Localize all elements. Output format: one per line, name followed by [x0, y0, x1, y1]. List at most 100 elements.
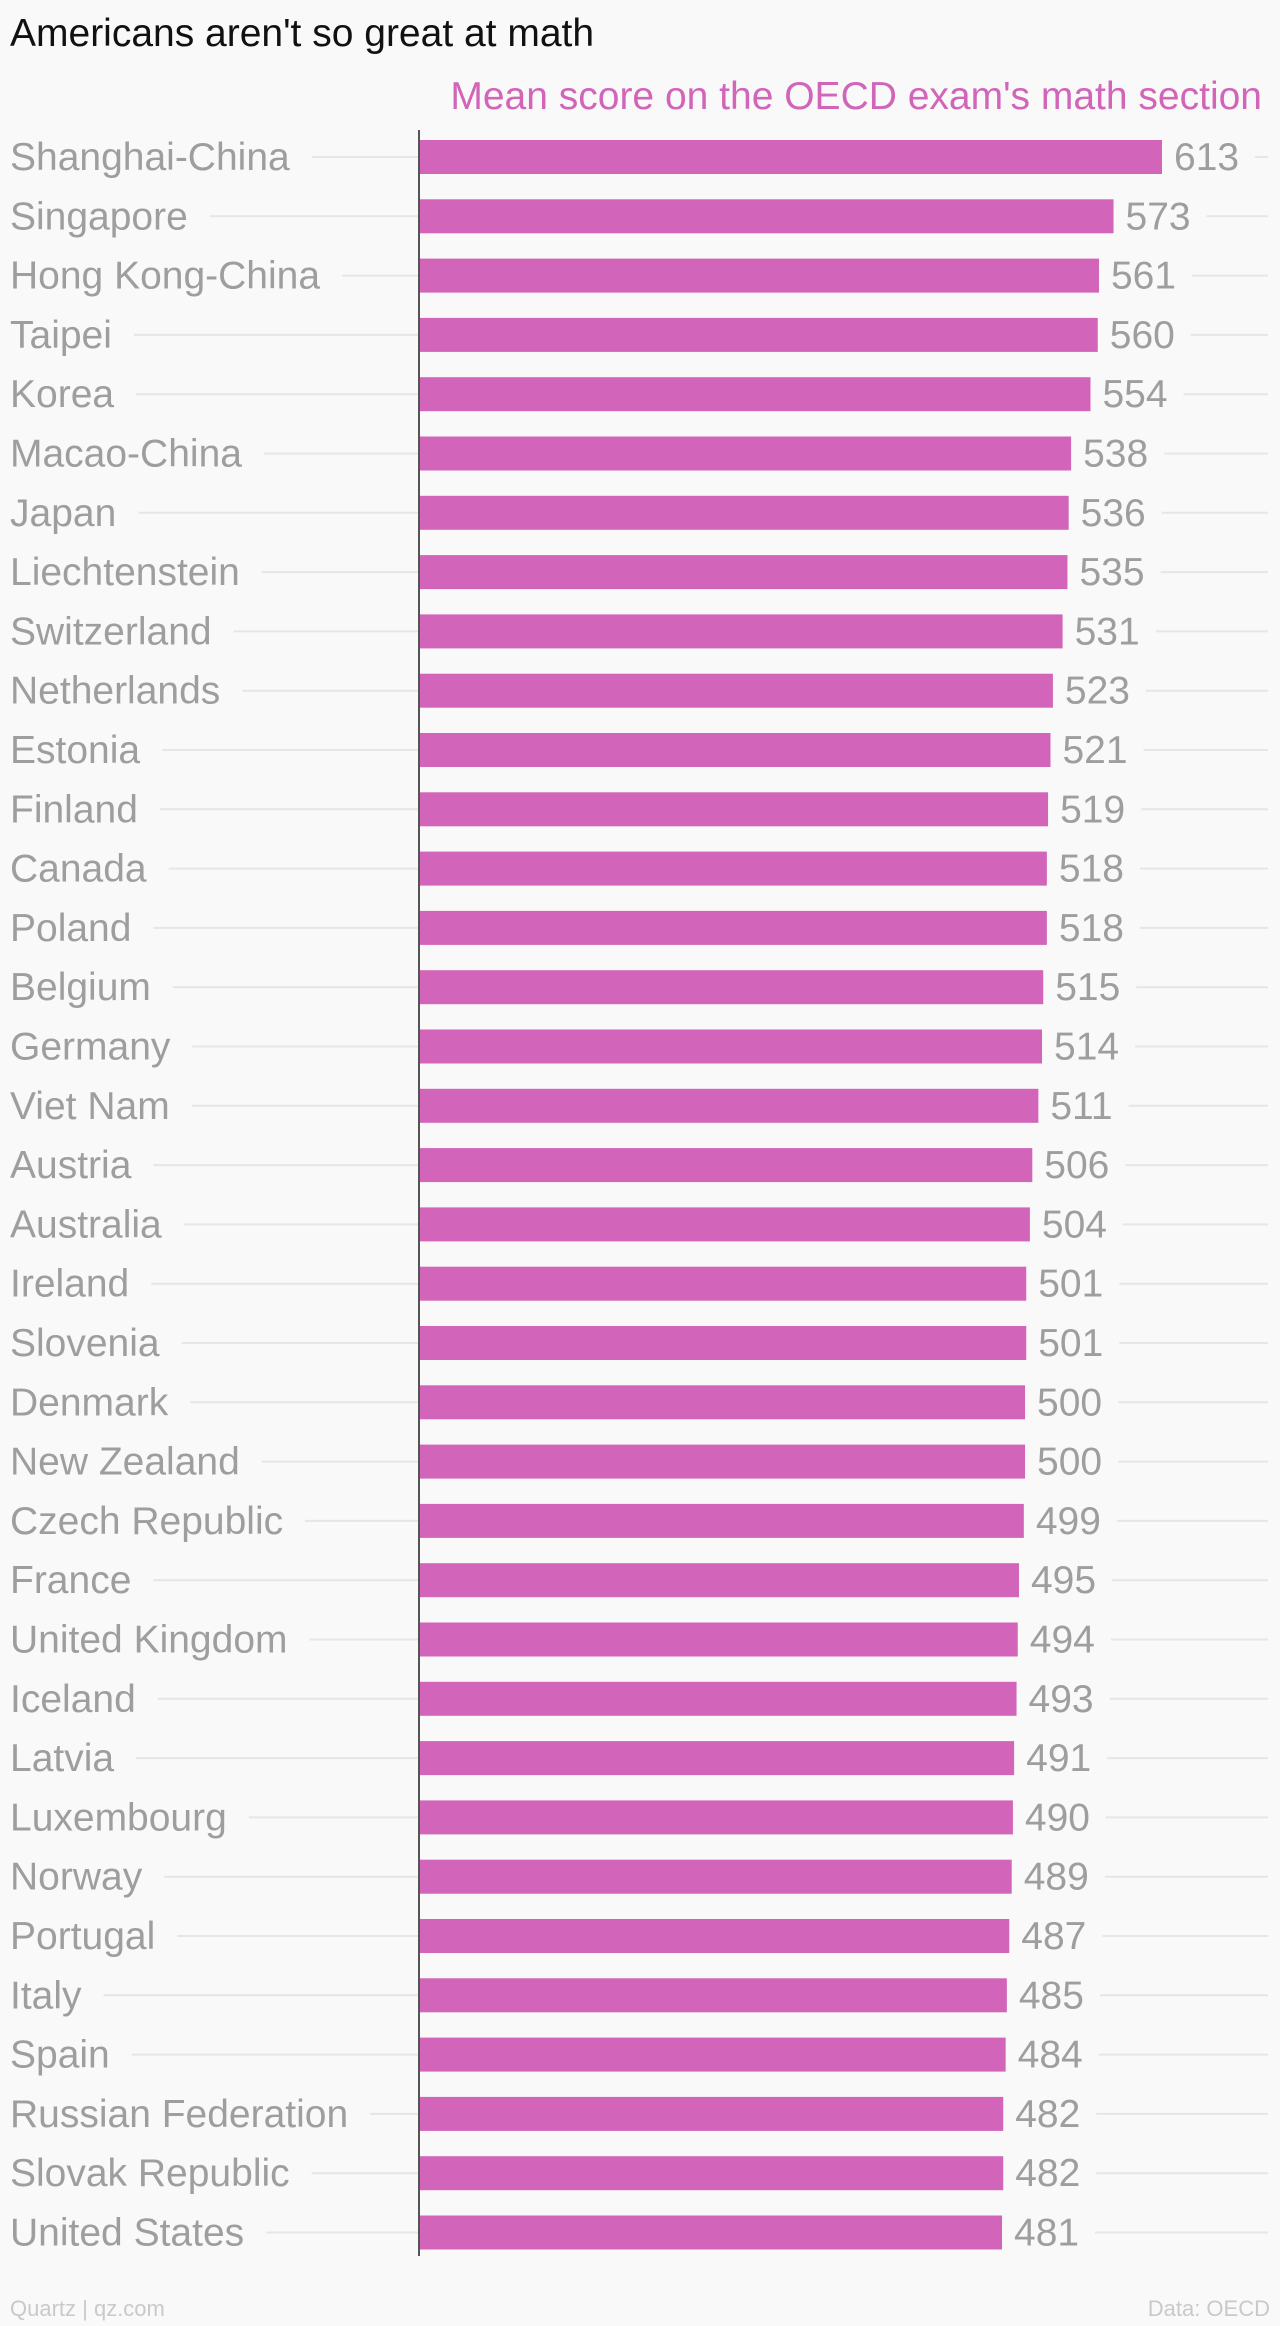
bar	[419, 140, 1162, 174]
category-label: Japan	[10, 492, 116, 535]
bar	[419, 2215, 1003, 2250]
category-label: Russian Federation	[10, 2093, 348, 2136]
bar	[419, 1385, 1026, 1420]
data-label: 484	[1018, 2034, 1083, 2077]
category-label: Hong Kong-China	[10, 255, 320, 298]
category-label: Poland	[10, 907, 131, 950]
bar	[419, 1088, 1039, 1123]
category-label: Macao-China	[10, 433, 242, 476]
bar	[419, 673, 1053, 708]
data-label: 490	[1025, 1796, 1090, 1839]
category-label: France	[10, 1559, 131, 1602]
bar	[419, 1563, 1019, 1598]
bar	[419, 317, 1098, 352]
bar	[419, 377, 1091, 412]
bar	[419, 1148, 1033, 1183]
data-label: 500	[1037, 1441, 1102, 1484]
data-label: 521	[1062, 729, 1127, 772]
category-label: Slovenia	[10, 1322, 160, 1365]
data-label: 535	[1079, 551, 1144, 594]
data-label: 573	[1126, 195, 1191, 238]
category-label: Ireland	[10, 1263, 129, 1306]
bar	[419, 2037, 1006, 2072]
bar	[419, 851, 1047, 886]
category-label: United States	[10, 2212, 244, 2255]
bar	[419, 1622, 1018, 1657]
category-label: Czech Republic	[10, 1500, 283, 1543]
data-label: 494	[1030, 1619, 1095, 1662]
data-label: 500	[1037, 1381, 1102, 1424]
data-label: 501	[1038, 1322, 1103, 1365]
data-label: 560	[1110, 314, 1175, 357]
data-label: 561	[1111, 255, 1176, 298]
bar	[419, 1978, 1007, 2013]
bar	[419, 614, 1063, 649]
bar	[419, 1681, 1017, 1716]
category-label: Iceland	[10, 1678, 136, 1721]
data-label: 613	[1174, 136, 1239, 179]
category-label: Germany	[10, 1026, 171, 1069]
data-label: 493	[1029, 1678, 1094, 1721]
bar	[419, 970, 1044, 1005]
category-label: Viet Nam	[10, 1085, 170, 1128]
data-label: 482	[1015, 2152, 1080, 2195]
bar	[419, 258, 1099, 293]
data-label: 499	[1036, 1500, 1101, 1543]
category-label: Belgium	[10, 966, 151, 1009]
category-label: Denmark	[10, 1381, 169, 1424]
bar	[419, 910, 1047, 945]
data-label: 538	[1083, 433, 1148, 476]
category-label: Switzerland	[10, 610, 212, 653]
category-label: Spain	[10, 2034, 110, 2077]
category-label: Slovak Republic	[10, 2152, 290, 2195]
category-label: Italy	[10, 1974, 82, 2017]
data-label: 518	[1059, 907, 1124, 950]
data-label: 489	[1024, 1856, 1089, 1899]
bar	[419, 1029, 1043, 1064]
chart-title: Americans aren't so great at math	[10, 12, 595, 55]
category-label: United Kingdom	[10, 1619, 288, 1662]
category-label: Luxembourg	[10, 1796, 227, 1839]
category-label: Norway	[10, 1856, 143, 1899]
category-label: Liechtenstein	[10, 551, 240, 594]
bar	[419, 1800, 1013, 1835]
bar	[419, 1859, 1012, 1894]
data-label: 485	[1019, 1974, 1084, 2017]
data-label: 491	[1026, 1737, 1091, 1780]
category-label: Finland	[10, 788, 138, 831]
bar	[419, 1326, 1027, 1360]
bar	[419, 1207, 1030, 1242]
bar	[419, 436, 1072, 471]
data-label: 511	[1050, 1085, 1112, 1128]
bar	[419, 495, 1069, 530]
category-label: Estonia	[10, 729, 140, 772]
data-label: 536	[1081, 492, 1146, 535]
data-label: 519	[1060, 788, 1125, 831]
category-label: Australia	[10, 1203, 162, 1246]
bar	[419, 1919, 1010, 1953]
data-label: 495	[1031, 1559, 1096, 1602]
category-label: Shanghai-China	[10, 136, 290, 179]
category-label: Singapore	[10, 195, 188, 238]
category-label: New Zealand	[10, 1441, 240, 1484]
bar	[419, 555, 1068, 590]
data-source: Data: OECD	[1147, 2296, 1270, 2321]
data-label: 531	[1075, 610, 1140, 653]
data-label: 482	[1015, 2093, 1080, 2136]
data-label: 514	[1054, 1026, 1119, 1069]
data-label: 506	[1044, 1144, 1109, 1187]
bar	[419, 2156, 1004, 2191]
bar	[419, 1503, 1024, 1538]
category-label: Taipei	[10, 314, 112, 357]
bar	[419, 1741, 1015, 1776]
category-label: Korea	[10, 373, 114, 416]
data-label: 501	[1038, 1263, 1103, 1306]
bar	[419, 2096, 1004, 2131]
series-label: Mean score on the OECD exam's math secti…	[450, 75, 1262, 118]
category-label: Portugal	[10, 1915, 155, 1958]
category-label: Latvia	[10, 1737, 114, 1780]
data-label: 515	[1055, 966, 1120, 1009]
source-credit: Quartz | qz.com	[10, 2296, 165, 2321]
data-label: 518	[1059, 848, 1124, 891]
